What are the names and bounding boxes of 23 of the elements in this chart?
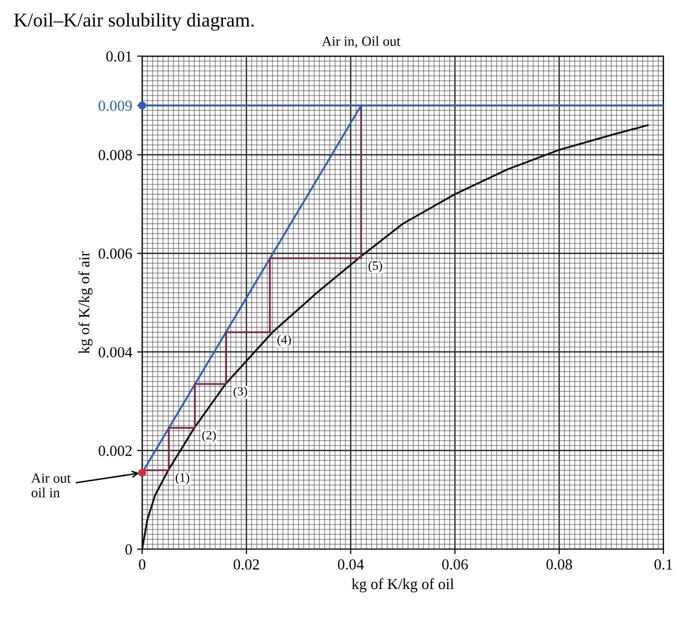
annotation: (3) xyxy=(234,386,248,398)
y-tick-label: 0.002 xyxy=(98,446,132,456)
x-tick-label: 0.08 xyxy=(546,559,572,570)
x-tick-label: 0.04 xyxy=(338,559,364,570)
x-axis-title: kg of K/kg of oil xyxy=(352,578,454,592)
x-tick-label: 0.06 xyxy=(442,559,468,570)
chart-title: K/oil–K/air solubility diagram. xyxy=(14,12,254,31)
annotation: (4) xyxy=(277,334,291,346)
text: Air in, Oil out xyxy=(322,36,400,48)
annotation: (5) xyxy=(368,261,382,272)
y-axis-title: kg of K/kg of air xyxy=(78,251,93,354)
annotation: (1) xyxy=(176,473,190,484)
y-tick-label: 0.008 xyxy=(98,150,132,160)
y-tick-label: 0 xyxy=(125,544,132,555)
x-tick-label: 0 xyxy=(138,559,146,570)
annotation: Air out oil in xyxy=(31,473,71,498)
x-tick-label: 0.02 xyxy=(234,559,259,570)
x-tick-label: 0.1 xyxy=(654,559,672,570)
y-tick-label: 0.006 xyxy=(98,248,132,259)
y-tick-label: 0.004 xyxy=(98,347,132,358)
y-tick-label: 0.009 xyxy=(98,100,132,111)
y-tick-label: 0.01 xyxy=(106,51,132,62)
annotation: (2) xyxy=(202,430,216,442)
